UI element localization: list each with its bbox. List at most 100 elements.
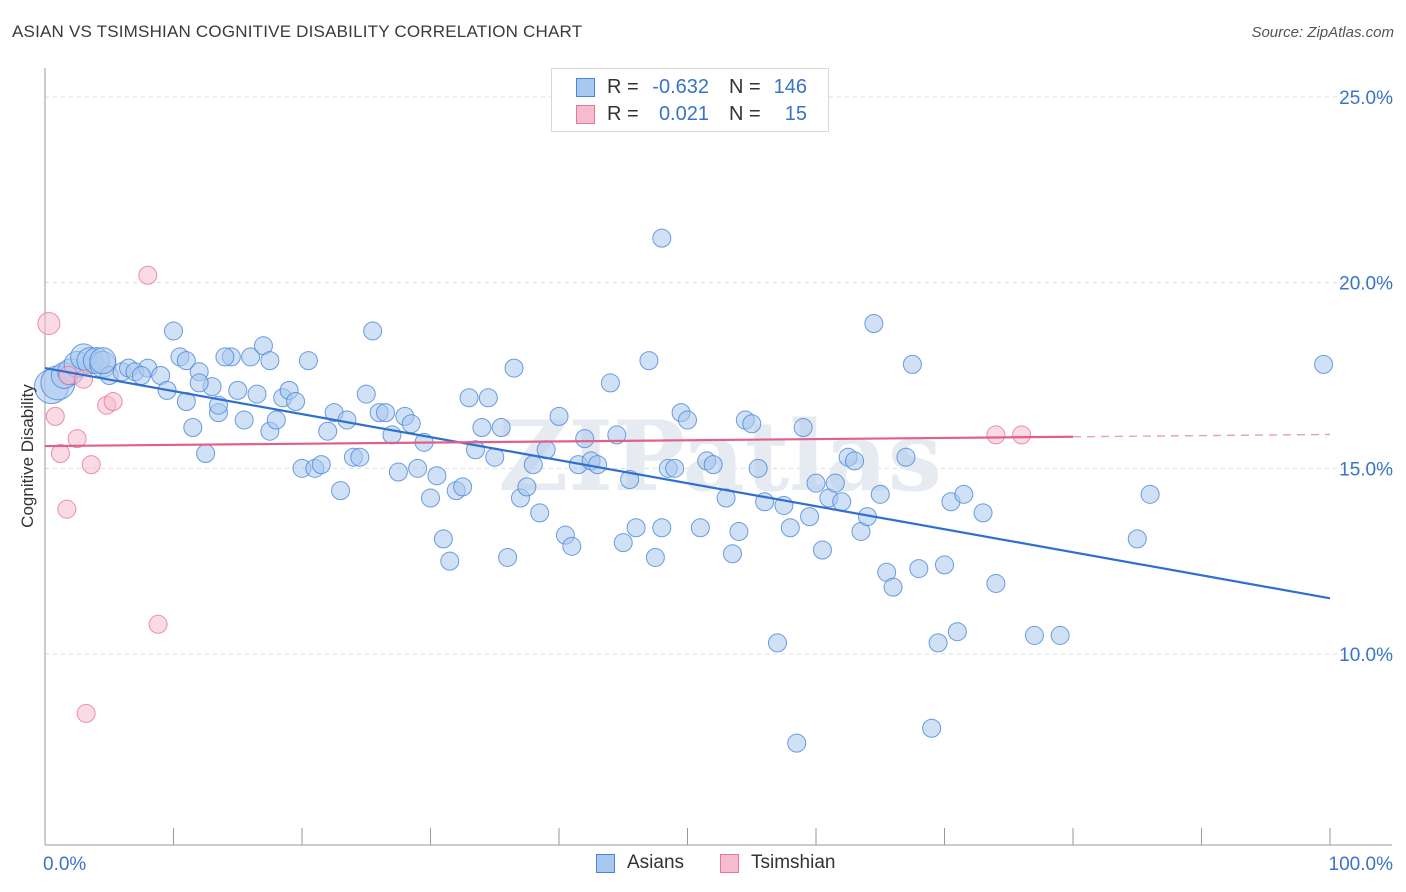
y-tick-label: 10.0% bbox=[1339, 645, 1393, 666]
asian-point bbox=[722, 544, 742, 564]
asian-point bbox=[812, 540, 832, 560]
asian-point bbox=[421, 488, 440, 508]
tsimshian-point bbox=[57, 499, 77, 519]
tsimshian-swatch bbox=[576, 104, 595, 124]
asian-point bbox=[600, 373, 620, 393]
asian-point bbox=[504, 358, 524, 378]
x-tick-label: 100.0% bbox=[1329, 854, 1394, 875]
asian-point bbox=[189, 373, 209, 393]
asian-point bbox=[986, 573, 1006, 593]
asian-point bbox=[266, 410, 286, 430]
asian-point bbox=[613, 533, 633, 553]
asian-point bbox=[234, 410, 254, 430]
asian-point bbox=[1024, 625, 1044, 645]
asian-point bbox=[427, 466, 447, 486]
asian-point bbox=[131, 366, 151, 385]
tsimshian-point bbox=[50, 443, 70, 463]
asian-point bbox=[498, 547, 518, 567]
asian-point bbox=[870, 484, 890, 504]
asian-point bbox=[562, 536, 582, 556]
tsimshian-point bbox=[148, 614, 168, 634]
asian-point bbox=[922, 718, 942, 738]
asian-point bbox=[607, 425, 627, 445]
asian-point bbox=[376, 403, 396, 423]
asian-point bbox=[748, 458, 768, 478]
n-value: 146 bbox=[773, 75, 807, 98]
x-tick-label: 0.0% bbox=[43, 854, 86, 875]
asian-point bbox=[517, 477, 537, 497]
asian-point bbox=[298, 351, 318, 371]
tsimshian-point bbox=[37, 312, 61, 336]
asian-point bbox=[690, 518, 710, 538]
stats-legend: R = -0.632 N = 146 R = 0.021 N = 15 bbox=[551, 68, 829, 132]
asian-point bbox=[311, 455, 331, 475]
n-label: N = bbox=[729, 102, 761, 125]
y-tick-label: 20.0% bbox=[1339, 274, 1393, 295]
asian-point bbox=[440, 551, 460, 571]
asians-legend-label: Asians bbox=[627, 852, 685, 873]
legend-row-asians: R = -0.632 N = 146 bbox=[576, 75, 807, 99]
tsimshian-legend-label: Tsimshian bbox=[751, 852, 836, 873]
asian-point bbox=[453, 477, 473, 497]
asian-point bbox=[388, 462, 408, 482]
asian-point bbox=[928, 633, 948, 653]
asian-point bbox=[215, 347, 235, 367]
tsimshian-trend-line bbox=[44, 435, 1074, 448]
asian-point bbox=[954, 484, 974, 504]
asian-point bbox=[729, 521, 749, 541]
asian-point bbox=[401, 414, 421, 434]
asian-point bbox=[433, 529, 453, 549]
asian-point bbox=[902, 354, 922, 374]
asian-point bbox=[896, 447, 916, 467]
asian-point bbox=[935, 555, 954, 575]
asian-point bbox=[241, 347, 261, 367]
asian-point bbox=[1127, 529, 1147, 549]
asian-point bbox=[703, 455, 723, 475]
r-label: R = bbox=[607, 102, 639, 125]
asian-point bbox=[973, 503, 993, 523]
asian-point bbox=[530, 503, 550, 523]
asian-point bbox=[883, 577, 903, 597]
tsimshian-point bbox=[45, 406, 65, 426]
n-value: 15 bbox=[784, 102, 807, 125]
asian-point bbox=[845, 451, 865, 471]
asian-point bbox=[478, 388, 498, 408]
tsimshian-point bbox=[1012, 425, 1032, 445]
asian-point bbox=[825, 473, 845, 493]
asian-point bbox=[318, 421, 338, 441]
y-axis-label: Cognitive Disability bbox=[18, 384, 37, 528]
asian-point bbox=[176, 351, 196, 371]
asian-point bbox=[228, 380, 248, 400]
asian-point bbox=[183, 417, 203, 437]
asian-point bbox=[1050, 625, 1070, 645]
asian-point bbox=[800, 507, 820, 527]
chart-title: ASIAN VS TSIMSHIAN COGNITIVE DISABILITY … bbox=[12, 22, 583, 41]
asian-point bbox=[1140, 484, 1160, 504]
asian-point bbox=[89, 347, 117, 375]
asian-point bbox=[864, 314, 884, 334]
legend-item-tsimshian[interactable]: Tsimshian bbox=[720, 851, 835, 875]
asian-point bbox=[742, 414, 762, 434]
asian-point bbox=[678, 410, 697, 430]
asian-point bbox=[652, 518, 672, 538]
legend-item-asians[interactable]: Asians bbox=[596, 851, 684, 875]
asian-point bbox=[588, 455, 608, 475]
r-value: 0.021 bbox=[658, 102, 709, 125]
asian-point bbox=[459, 388, 479, 408]
asian-point bbox=[491, 417, 511, 437]
asians-trend-line bbox=[44, 366, 1331, 600]
y-tick-label: 25.0% bbox=[1339, 88, 1393, 109]
asian-point bbox=[247, 384, 267, 404]
asian-point bbox=[286, 391, 306, 411]
asian-point bbox=[909, 559, 929, 579]
asian-point bbox=[408, 458, 428, 478]
asian-point bbox=[523, 455, 543, 475]
tsimshian-point bbox=[103, 391, 123, 411]
asian-point bbox=[793, 417, 813, 437]
asian-point bbox=[363, 321, 383, 341]
tsimshian-point bbox=[81, 455, 101, 475]
asian-point bbox=[620, 469, 640, 489]
tsimshian-point bbox=[76, 703, 96, 723]
tsimshian-point bbox=[986, 425, 1006, 445]
